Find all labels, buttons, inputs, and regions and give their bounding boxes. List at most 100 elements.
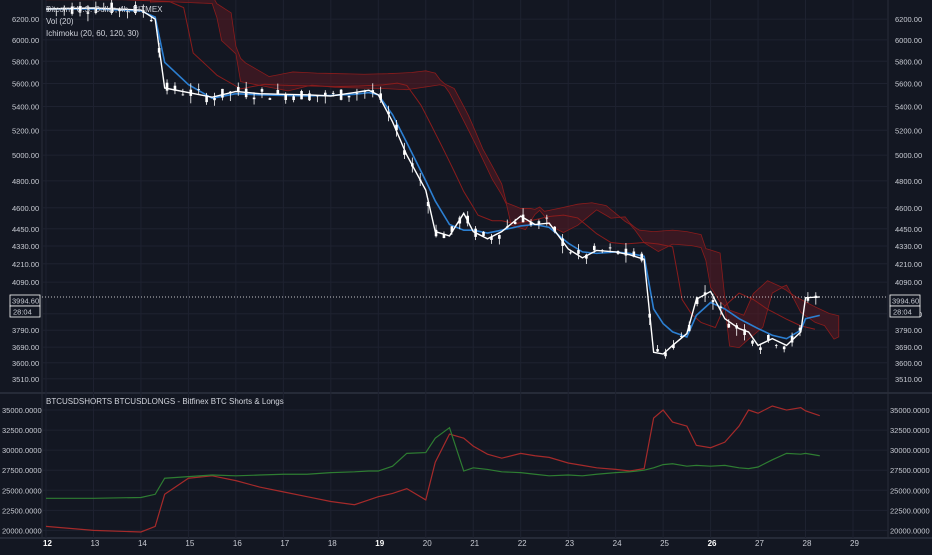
candle-body — [450, 226, 454, 232]
sub-y-tick-left: 32500.0000 — [2, 426, 42, 435]
countdown-left: 28:04 — [13, 308, 32, 317]
x-tick: 21 — [470, 539, 479, 548]
y-tick-right: 4210.00 — [895, 260, 922, 269]
y-tick-right: 4450.00 — [895, 225, 922, 234]
candle-body — [553, 226, 557, 232]
candle-body — [719, 306, 723, 308]
candle-body — [395, 124, 398, 131]
kijun-line — [46, 0, 816, 330]
ichimoku-cloud — [46, 0, 840, 349]
candle-body — [608, 247, 612, 249]
candle-body — [664, 352, 667, 357]
candle-body — [118, 8, 121, 12]
candle-body — [94, 8, 98, 13]
sub-y-tick-right: 35000.0000 — [890, 406, 930, 415]
candle-body — [569, 252, 572, 254]
x-tick: 28 — [803, 539, 812, 548]
main-legend-symbol[interactable]: Bitcoin / U.S. Dollar, 4h, BITMEX — [46, 5, 163, 14]
candle-body — [537, 221, 541, 225]
main-legend-ichimoku[interactable]: Ichimoku (20, 60, 120, 30) — [46, 29, 139, 38]
candle-body — [323, 92, 327, 97]
candle-body — [205, 95, 208, 103]
y-tick-right: 4600.00 — [895, 204, 922, 213]
candle-body — [498, 234, 501, 239]
candle-body — [490, 236, 493, 240]
candle-body — [751, 340, 754, 344]
candle-body — [759, 347, 762, 350]
y-tick-right: 5600.00 — [895, 79, 922, 88]
y-tick-left: 4600.00 — [12, 204, 39, 213]
y-tick-left: 3690.00 — [12, 343, 39, 352]
x-tick: 23 — [565, 539, 574, 548]
y-tick-left: 3790.00 — [12, 326, 39, 335]
x-tick: 14 — [138, 539, 147, 548]
y-tick-right: 5200.00 — [895, 126, 922, 135]
last-price-value-right: 3994.60 — [892, 297, 919, 306]
last-price-value-left: 3994.60 — [12, 297, 39, 306]
sub-y-tick-left: 30000.0000 — [2, 446, 42, 455]
candle-body — [624, 248, 628, 256]
x-tick: 29 — [850, 539, 859, 548]
y-tick-left: 5600.00 — [12, 79, 39, 88]
candle-body — [767, 334, 770, 341]
candle-body — [260, 89, 264, 92]
candle-body — [173, 85, 177, 91]
candle-body — [482, 231, 485, 236]
main-legend-vol[interactable]: Vol (20) — [46, 17, 74, 26]
sub-y-tick-right: 25000.0000 — [890, 486, 930, 495]
y-tick-left: 5800.00 — [12, 57, 39, 66]
tenkan-line — [46, 8, 820, 340]
candle-body — [687, 325, 691, 332]
y-tick-left: 4210.00 — [12, 260, 39, 269]
y-tick-left: 6200.00 — [12, 15, 39, 24]
y-tick-right: 5400.00 — [895, 102, 922, 111]
candle-body — [86, 12, 90, 14]
candle-body — [181, 94, 185, 96]
candle-body — [252, 97, 256, 100]
last-price-label-right: 3994.60 28:04 — [889, 294, 921, 318]
candle-body — [347, 95, 351, 98]
candle-body — [110, 2, 113, 13]
y-tick-right: 6200.00 — [895, 15, 922, 24]
y-tick-right: 3690.00 — [895, 343, 922, 352]
y-tick-left: 6000.00 — [12, 36, 39, 45]
y-tick-right: 3510.00 — [895, 375, 922, 384]
candle-body — [379, 93, 382, 100]
candle-body — [292, 96, 295, 101]
axes: 6200.00 6200.00 6000.00 6000.00 5800.00 5800.… — [2, 15, 930, 548]
candle-body — [585, 254, 588, 259]
sub-y-tick-left: 22500.0000 — [2, 506, 42, 515]
candle-body — [213, 97, 216, 101]
candle-body — [545, 217, 549, 219]
sub-legend-shorts-longs[interactable]: BTCUSDSHORTS BTCUSDLONGS - Bitfinex BTC … — [46, 397, 284, 406]
sub-y-tick-left: 27500.0000 — [2, 466, 42, 475]
sub-y-tick-right: 30000.0000 — [890, 446, 930, 455]
candle-body — [331, 92, 335, 94]
candle-body — [774, 345, 778, 346]
candle-body — [126, 11, 129, 13]
candle-body — [592, 245, 596, 251]
sub-y-tick-left: 35000.0000 — [2, 406, 42, 415]
y-tick-left: 4330.00 — [12, 242, 39, 251]
candle-body — [236, 86, 240, 93]
y-tick-left: 4450.00 — [12, 225, 39, 234]
candle-body — [70, 6, 74, 14]
cloud-area — [150, 0, 840, 349]
candle-body — [632, 251, 636, 257]
countdown-right: 28:04 — [893, 308, 912, 317]
y-tick-right: 4800.00 — [895, 177, 922, 186]
candle-body — [806, 298, 810, 301]
x-tick: 22 — [518, 539, 527, 548]
candle-body — [434, 229, 438, 237]
candle-body — [727, 323, 731, 328]
candle-body — [680, 336, 683, 338]
longs-line — [46, 426, 820, 499]
y-tick-right: 4090.00 — [895, 278, 922, 287]
candle-body — [149, 20, 153, 22]
candle-body — [656, 349, 659, 352]
candle-body — [308, 93, 311, 101]
y-tick-right: 6000.00 — [895, 36, 922, 45]
candle-body — [513, 221, 517, 225]
